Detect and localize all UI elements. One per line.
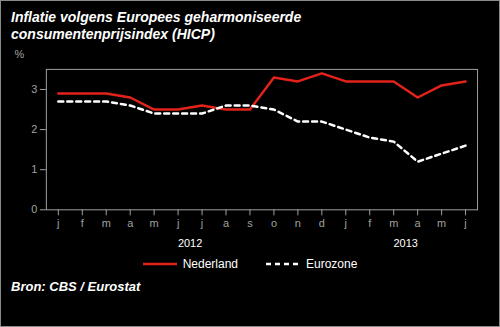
- svg-text:j: j: [344, 217, 347, 229]
- svg-text:1: 1: [31, 163, 37, 175]
- svg-text:a: a: [127, 217, 134, 229]
- svg-text:s: s: [247, 217, 253, 229]
- svg-text:a: a: [415, 217, 422, 229]
- svg-text:0: 0: [31, 203, 37, 215]
- svg-text:2013: 2013: [394, 237, 418, 249]
- svg-text:f: f: [368, 217, 372, 229]
- svg-text:%: %: [14, 48, 24, 60]
- svg-text:j: j: [200, 217, 203, 229]
- svg-text:o: o: [271, 217, 277, 229]
- svg-text:j: j: [56, 217, 59, 229]
- html-text:Inflatie volgens Europees geha: Inflatie volgens Europees geharmoniseerd…: [11, 9, 302, 42]
- svg-text:m: m: [437, 217, 446, 229]
- svg-text:2012: 2012: [178, 237, 202, 249]
- svg-text:2: 2: [31, 123, 37, 135]
- svg-text:a: a: [223, 217, 230, 229]
- svg-text:j: j: [176, 217, 179, 229]
- svg-text:n: n: [295, 217, 301, 229]
- svg-text:j: j: [463, 217, 466, 229]
- svg-text:f: f: [81, 217, 85, 229]
- svg-text:3: 3: [31, 83, 37, 95]
- svg-text:m: m: [389, 217, 398, 229]
- svg-text:m: m: [150, 217, 159, 229]
- html-text:Bron: CBS / Eurostat: Bron: CBS / Eurostat: [11, 279, 141, 295]
- svg-text:d: d: [319, 217, 325, 229]
- svg-text:m: m: [102, 217, 111, 229]
- html-text:Eurozone: Eurozone: [306, 257, 358, 272]
- html-text:Nederland: Nederland: [182, 257, 238, 272]
